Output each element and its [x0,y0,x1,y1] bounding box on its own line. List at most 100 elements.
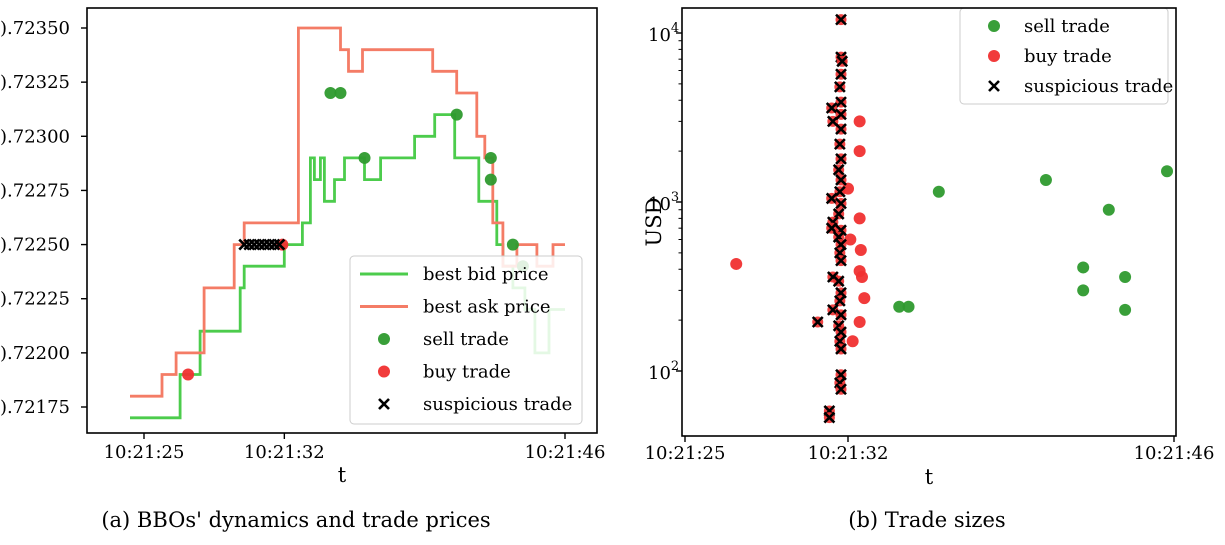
caption-b: (b) Trade sizes [848,508,1005,532]
x-axis-label: t [925,465,934,489]
chart-bbo-dynamics: best bid price best ask price sell trade bu… [0,7,606,532]
legend-swatch [988,80,1000,92]
legend-label: suspicious trade [423,394,572,415]
suspicious-trade-point [832,275,845,288]
y-axis-label: USD [642,198,666,247]
sell-trade-point [324,86,337,99]
plot-frame [86,7,598,434]
x-tick-label: 10:21:32 [244,442,325,463]
sell-trade-point [1161,165,1174,178]
legend-label: best ask price [423,297,551,318]
buy-trade-point [855,270,868,283]
buy-trade-point [276,238,289,251]
sell-trade-point [1102,203,1115,216]
suspicious-trade-point [833,294,846,307]
legend-label: buy trade [1024,46,1112,67]
suspicious-trade-point [825,102,838,114]
sell-trade-point [1119,303,1132,316]
legend-label: sell trade [423,329,509,350]
suspicious-trade-point [825,222,838,235]
x-axis-ticks: 10:21:25 10:21:32 10:21:46 [645,436,1215,464]
legend-box [349,255,583,425]
legend-label: buy trade [423,362,511,383]
trade-markers [730,13,1174,424]
x-tick-label: 10:21:25 [645,443,726,464]
legend-swatch [378,365,390,378]
suspicious-trade-point [835,174,847,186]
sell-trade-point [450,108,463,121]
buy-trade-point [853,212,866,225]
sell-trade-point [1119,270,1132,283]
x-axis-ticks: 10:21:25 10:21:32 10:21:46 [104,433,606,463]
y-tick-label: ).72225 [0,289,70,310]
sell-trade-point [1077,261,1090,274]
x-tick-label: 10:21:32 [808,443,889,464]
suspicious-trade-point [835,326,847,338]
y-tick-label: ).72200 [0,343,70,364]
buy-trade-point [858,292,871,305]
suspicious-trade-point [835,96,847,109]
suspicious-trade-point [825,192,838,205]
buy-trade-point [853,115,866,128]
legend-swatch [378,333,390,345]
y-axis-ticks: ).72175 ).72200 ).72225 ).72250 ).72275 ).723… [0,18,87,418]
trade-markers [182,86,529,381]
buy-trade-point [853,315,866,328]
suspicious-trade-point [835,383,847,396]
sell-trade-point [932,185,945,198]
plot-frame [681,7,1177,437]
y-tick-label: ).72175 [0,397,70,418]
y-tick-label: ).72275 [0,180,70,201]
suspicious-trade-point [835,308,847,321]
buy-trade-point [853,145,866,158]
y-tick-label: ).72250 [0,235,70,256]
suspicious-trade-point [811,316,824,328]
y-tick-label: 102 [648,359,679,384]
suspicious-trade-point [835,108,847,121]
buy-trade-point [182,368,195,381]
sell-trade-point [893,300,906,313]
suspicious-trade-point [835,343,847,355]
suspicious-trade-point [273,238,286,251]
sell-trade-point [506,238,519,251]
suspicious-trade-point [823,411,836,424]
legend-swatch [988,20,1000,32]
legend-label: best bid price [423,264,549,285]
sell-trade-point [1039,173,1052,186]
sell-trade-point [484,173,497,186]
legend-swatch [378,398,390,410]
legend: best bid price best ask price sell trade bu… [349,255,583,425]
legend: sell trade buy trade suspicious trade [959,7,1173,105]
legend-label: suspicious trade [1024,76,1173,97]
buy-trade-point [854,243,867,256]
suspicious-trade-point [835,152,847,165]
suspicious-trade-point [836,55,849,68]
sell-trade-point [334,86,347,99]
suspicious-trade-point [835,68,847,81]
x-tick-label: 10:21:46 [1134,443,1215,464]
legend-swatch [988,50,1000,62]
suspicious-trade-point [835,123,847,136]
y-tick-label: ).72350 [0,18,70,39]
y-tick-label: 104 [648,21,679,46]
buy-trade-point [846,335,859,348]
suspicious-trade-point [835,13,847,26]
suspicious-trade-point [832,163,845,176]
suspicious-trade-point [835,197,847,210]
chart-trade-sizes: sell trade buy trade suspicious trade 10:2… [642,7,1215,532]
sell-trade-point [1077,284,1090,297]
y-tick-label: ).72300 [0,126,70,147]
x-axis-label: t [338,463,347,487]
x-tick-label: 10:21:25 [104,442,185,463]
sell-trade-point [358,151,371,164]
x-tick-label: 10:21:46 [525,442,606,463]
buy-trade-point [730,257,743,270]
suspicious-trade-point [835,254,847,267]
suspicious-trade-point [833,80,846,93]
caption-a: (a) BBOs' dynamics and trade prices [101,508,490,532]
sell-trade-point [902,300,915,313]
buy-trade-point [844,233,857,246]
suspicious-trade-point [833,138,846,151]
sell-trade-point [484,151,497,164]
